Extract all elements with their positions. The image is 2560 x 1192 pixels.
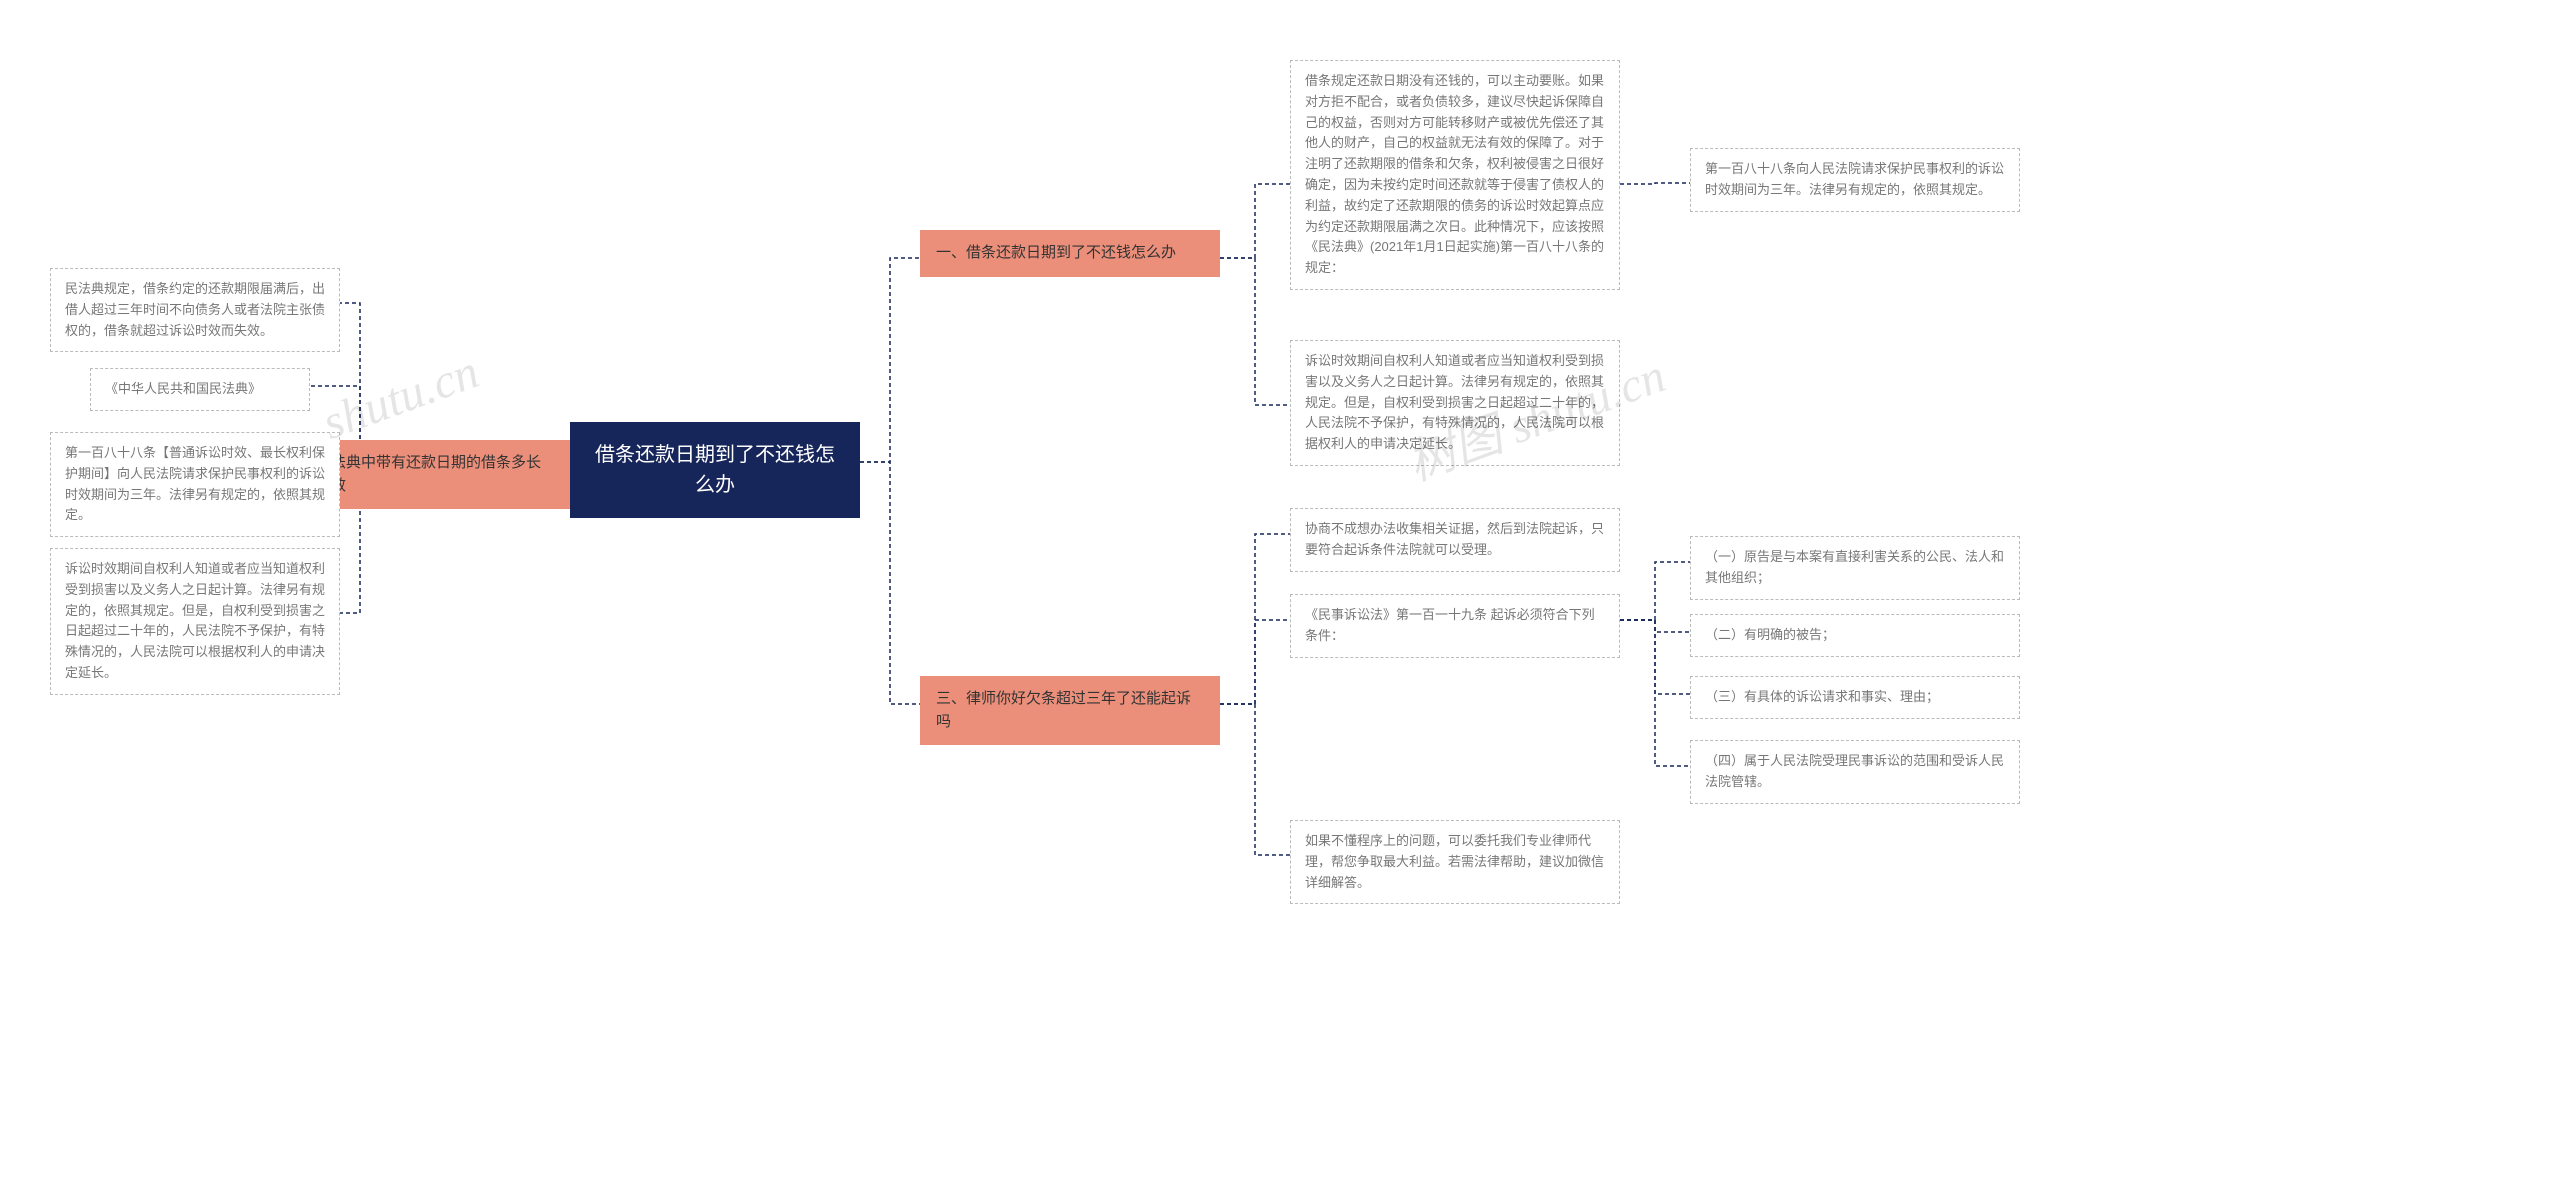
- leaf-text: （二）有明确的被告；: [1705, 627, 1835, 642]
- leaf-b3-1[interactable]: 协商不成想办法收集相关证据，然后到法院起诉，只要符合起诉条件法院就可以受理。: [1290, 508, 1620, 572]
- mindmap-connectors: [0, 0, 2560, 1192]
- leaf-text: 协商不成想办法收集相关证据，然后到法院起诉，只要符合起诉条件法院就可以受理。: [1305, 521, 1604, 557]
- branch-3-label: 三、律师你好欠条超过三年了还能起诉吗: [936, 690, 1191, 730]
- leaf-text: 第一百八十八条向人民法院请求保护民事权利的诉讼时效期间为三年。法律另有规定的，依…: [1705, 161, 2004, 197]
- leaf-b2-2[interactable]: 《中华人民共和国民法典》: [90, 368, 310, 411]
- leaf-b1-1a[interactable]: 第一百八十八条向人民法院请求保护民事权利的诉讼时效期间为三年。法律另有规定的，依…: [1690, 148, 2020, 212]
- leaf-b1-1[interactable]: 借条规定还款日期没有还钱的，可以主动要账。如果对方拒不配合，或者负债较多，建议尽…: [1290, 60, 1620, 290]
- leaf-text: 如果不懂程序上的问题，可以委托我们专业律师代理，帮您争取最大利益。若需法律帮助，…: [1305, 833, 1604, 890]
- central-topic[interactable]: 借条还款日期到了不还钱怎么办: [570, 422, 860, 518]
- watermark: shutu.cn: [315, 344, 485, 451]
- leaf-b2-1[interactable]: 民法典规定，借条约定的还款期限届满后，出借人超过三年时间不向债务人或者法院主张债…: [50, 268, 340, 352]
- leaf-text: 诉讼时效期间自权利人知道或者应当知道权利受到损害以及义务人之日起计算。法律另有规…: [65, 561, 325, 680]
- leaf-text: （四）属于人民法院受理民事诉讼的范围和受诉人民法院管辖。: [1705, 753, 2004, 789]
- leaf-text: 诉讼时效期间自权利人知道或者应当知道权利受到损害以及义务人之日起计算。法律另有规…: [1305, 353, 1604, 451]
- leaf-b3-2b[interactable]: （二）有明确的被告；: [1690, 614, 2020, 657]
- leaf-text: 《中华人民共和国民法典》: [105, 381, 261, 396]
- branch-1[interactable]: 一、借条还款日期到了不还钱怎么办: [920, 230, 1220, 277]
- leaf-b2-4[interactable]: 诉讼时效期间自权利人知道或者应当知道权利受到损害以及义务人之日起计算。法律另有规…: [50, 548, 340, 695]
- branch-3[interactable]: 三、律师你好欠条超过三年了还能起诉吗: [920, 676, 1220, 745]
- leaf-b2-3[interactable]: 第一百八十八条【普通诉讼时效、最长权利保护期间】向人民法院请求保护民事权利的诉讼…: [50, 432, 340, 537]
- leaf-text: 民法典规定，借条约定的还款期限届满后，出借人超过三年时间不向债务人或者法院主张债…: [65, 281, 325, 338]
- leaf-b3-2[interactable]: 《民事诉讼法》第一百一十九条 起诉必须符合下列条件：: [1290, 594, 1620, 658]
- leaf-b3-3[interactable]: 如果不懂程序上的问题，可以委托我们专业律师代理，帮您争取最大利益。若需法律帮助，…: [1290, 820, 1620, 904]
- central-label: 借条还款日期到了不还钱怎么办: [595, 444, 835, 496]
- leaf-b3-2c[interactable]: （三）有具体的诉讼请求和事实、理由；: [1690, 676, 2020, 719]
- leaf-text: 第一百八十八条【普通诉讼时效、最长权利保护期间】向人民法院请求保护民事权利的诉讼…: [65, 445, 325, 522]
- leaf-text: （一）原告是与本案有直接利害关系的公民、法人和其他组织；: [1705, 549, 2004, 585]
- leaf-b3-2a[interactable]: （一）原告是与本案有直接利害关系的公民、法人和其他组织；: [1690, 536, 2020, 600]
- leaf-text: 借条规定还款日期没有还钱的，可以主动要账。如果对方拒不配合，或者负债较多，建议尽…: [1305, 73, 1604, 275]
- branch-1-label: 一、借条还款日期到了不还钱怎么办: [936, 244, 1176, 261]
- leaf-text: 《民事诉讼法》第一百一十九条 起诉必须符合下列条件：: [1305, 607, 1595, 643]
- leaf-b3-2d[interactable]: （四）属于人民法院受理民事诉讼的范围和受诉人民法院管辖。: [1690, 740, 2020, 804]
- leaf-b1-2[interactable]: 诉讼时效期间自权利人知道或者应当知道权利受到损害以及义务人之日起计算。法律另有规…: [1290, 340, 1620, 466]
- leaf-text: （三）有具体的诉讼请求和事实、理由；: [1705, 689, 1939, 704]
